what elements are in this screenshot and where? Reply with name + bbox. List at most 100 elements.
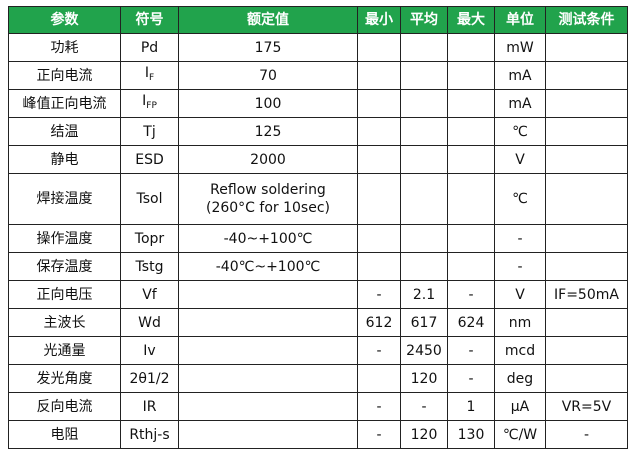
header-unit: 单位 (494, 6, 546, 34)
cell-cond (545, 33, 628, 62)
cell-unit: nm (494, 308, 546, 337)
cell-param: 保存温度 (8, 252, 121, 281)
table-row: 静电 ESD 2000 V (8, 145, 628, 174)
cell-avg: 617 (400, 308, 448, 337)
table-row: 正向电压 Vf -2.1- V IF=50mA (8, 280, 628, 309)
cell-avg (400, 61, 448, 90)
cell-avg (400, 145, 448, 174)
cell-avg (400, 33, 448, 62)
cell-max: 1 (447, 392, 495, 421)
cell-rated (178, 364, 358, 393)
cell-min (357, 252, 401, 281)
cell-min (357, 89, 401, 118)
table-row: 光通量 Iv -2450- mcd (8, 336, 628, 365)
cell-avg: 120 (400, 364, 448, 393)
cell-rated: -40~+100℃ (178, 224, 358, 253)
symbol-text: ESD (135, 151, 164, 168)
cell-symbol: Pd (120, 33, 179, 62)
cell-rated: 70 (178, 61, 358, 90)
cell-symbol: IF (120, 61, 179, 90)
cell-unit: mW (494, 33, 546, 62)
table-row: 操作温度 Topr -40~+100℃ - (8, 224, 628, 253)
table-row: 电阻 Rthj-s -120 130 ℃/W - (8, 420, 628, 449)
cell-param: 峰值正向电流 (8, 89, 121, 118)
cell-symbol: Tstg (120, 252, 179, 281)
rated-line: (260°C for 10sec) (206, 200, 330, 216)
symbol-text: Rthj-s (129, 426, 170, 443)
cell-max (447, 173, 495, 225)
cell-symbol: Wd (120, 308, 179, 337)
cell-param: 发光角度 (8, 364, 121, 393)
cell-avg (400, 117, 448, 146)
header-param: 参数 (8, 6, 121, 34)
cell-min (357, 364, 401, 393)
cell-rated: 125 (178, 117, 358, 146)
cell-avg: - (400, 392, 448, 421)
cell-rated (178, 336, 358, 365)
cell-max (447, 117, 495, 146)
cell-min (357, 33, 401, 62)
cell-param: 静电 (8, 145, 121, 174)
cell-param: 主波长 (8, 308, 121, 337)
cell-max (447, 33, 495, 62)
cell-rated (178, 308, 358, 337)
cell-max (447, 252, 495, 281)
cell-symbol: ESD (120, 145, 179, 174)
cell-cond: - (545, 420, 628, 449)
cell-unit: V (494, 280, 546, 309)
symbol-text: I (142, 93, 147, 109)
cell-cond (545, 89, 628, 118)
symbol-text: Wd (138, 314, 161, 331)
cell-cond (545, 117, 628, 146)
symbol-subscript: FP (146, 101, 157, 111)
cell-min: - (357, 392, 401, 421)
cell-rated: 100 (178, 89, 358, 118)
cell-symbol: Iv (120, 336, 179, 365)
cell-unit: V (494, 145, 546, 174)
table-row: 主波长 Wd 612 617 624 nm (8, 308, 628, 337)
cell-param: 电阻 (8, 420, 121, 449)
cell-param: 正向电压 (8, 280, 121, 309)
cell-unit: deg (494, 364, 546, 393)
symbol-text: Tj (143, 123, 156, 140)
table-row: 焊接温度 Tsol Reflow soldering (260°C for 10sec… (8, 173, 628, 225)
symbol-subscript: F (148, 73, 155, 83)
cell-min: 612 (357, 308, 401, 337)
table-row: 功耗 Pd 175 mW (8, 33, 628, 62)
cell-avg (400, 224, 448, 253)
cell-unit: mcd (494, 336, 546, 365)
symbol-text: IR (142, 398, 157, 415)
cell-unit: mA (494, 61, 546, 90)
cell-cond (545, 252, 628, 281)
cell-min (357, 173, 401, 225)
header-min: 最小 (357, 6, 401, 34)
cell-rated (178, 392, 358, 421)
header-rated: 额定值 (178, 6, 358, 34)
cell-rated (178, 280, 358, 309)
header-symbol: 符号 (120, 6, 179, 34)
cell-cond (545, 224, 628, 253)
cell-rated: 175 (178, 33, 358, 62)
cell-unit: μA (494, 392, 546, 421)
cell-unit: - (494, 252, 546, 281)
cell-unit: ℃ (494, 173, 546, 225)
cell-min: - (357, 280, 401, 309)
cell-avg (400, 89, 448, 118)
cell-symbol: Tj (120, 117, 179, 146)
symbol-text: Topr (134, 230, 165, 247)
table-row: 峰值正向电流 IFP 100 mA (8, 89, 628, 118)
cell-cond (545, 308, 628, 337)
cell-symbol: IR (120, 392, 179, 421)
header-max: 最大 (447, 6, 495, 34)
cell-avg (400, 252, 448, 281)
cell-avg (400, 173, 448, 225)
cell-param: 功耗 (8, 33, 121, 62)
cell-rated: 2000 (178, 145, 358, 174)
table-row: 结温 Tj 125 ℃ (8, 117, 628, 146)
table-row: 正向电流 IF 70 mA (8, 61, 628, 90)
cell-symbol: 2θ1/2 (120, 364, 179, 393)
specs-table: 参数 符号 额定值 最小 平均 最大 单位 测试条件 功耗 Pd 175 mW 正向电流 IF 70 mA 峰… (8, 6, 628, 449)
cell-cond: IF=50mA (545, 280, 628, 309)
symbol-text: Pd (140, 39, 159, 56)
cell-cond: VR=5V (545, 392, 628, 421)
